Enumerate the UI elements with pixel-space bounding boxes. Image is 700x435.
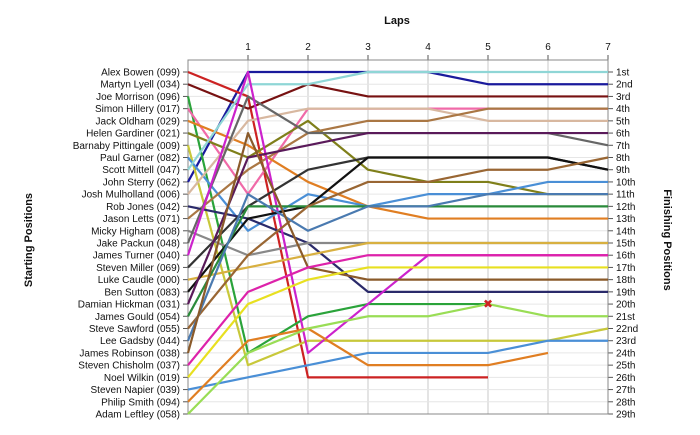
finishing-position-label: 29th xyxy=(616,410,635,421)
finishing-position-label: 12th xyxy=(616,202,635,213)
finishing-position-label: 16th xyxy=(616,251,635,262)
finishing-position-label: 6th xyxy=(616,129,630,140)
driver-label: Micky Higham (008) xyxy=(91,226,180,237)
finishing-position-label: 27th xyxy=(616,385,635,396)
series-line-8 xyxy=(186,144,609,367)
series-line-9 xyxy=(187,156,608,232)
finishing-position-label: 3rd xyxy=(616,92,630,103)
finishing-position-label: 7th xyxy=(616,141,630,152)
lap-tick-label: 4 xyxy=(425,42,431,53)
series-line-21 xyxy=(187,205,608,317)
finishing-positions-labels: 1st2nd3rd4th5th6th7th8th9th10th11th12th1… xyxy=(616,68,638,421)
finishing-position-label: 18th xyxy=(616,275,635,286)
finishing-position-label: 26th xyxy=(616,373,635,384)
lap-tick-label: 3 xyxy=(365,42,371,53)
series-line-28 xyxy=(187,327,549,403)
series-line-29 xyxy=(187,302,608,415)
series-line-22 xyxy=(187,156,609,330)
series-line-23 xyxy=(186,193,608,342)
finishing-position-label: 22nd xyxy=(616,324,638,335)
finishing-position-label: 24th xyxy=(616,348,635,359)
y-right-axis-title: Finishing Positions xyxy=(661,189,673,290)
retirement-x-icon: ✖ xyxy=(483,297,493,311)
finishing-position-label: 5th xyxy=(616,116,630,127)
driver-label: Scott Mittell (047) xyxy=(102,165,180,176)
driver-label: Lee Gadsby (044) xyxy=(100,336,180,347)
series-line-12 xyxy=(187,107,608,220)
driver-label: Martyn Lyell (034) xyxy=(100,80,180,91)
driver-label: Ben Sutton (083) xyxy=(104,287,180,298)
finishing-position-label: 4th xyxy=(616,104,630,115)
series-line-4 xyxy=(186,96,488,355)
series-line-2 xyxy=(187,70,488,379)
finishing-position-label: 13th xyxy=(616,214,635,225)
driver-label: Jason Letts (071) xyxy=(103,214,180,225)
driver-label: Barnaby Pittingale (009) xyxy=(73,141,180,152)
series-line-7 xyxy=(187,119,608,196)
driver-label: Josh Mulholland (006) xyxy=(82,190,180,201)
driver-label: Joe Morrison (096) xyxy=(96,92,180,103)
finishing-position-label: 20th xyxy=(616,300,635,311)
finishing-position-label: 11th xyxy=(616,190,635,201)
finishing-position-label: 9th xyxy=(616,165,630,176)
series-line-18 xyxy=(187,241,608,281)
x-axis-title: Laps xyxy=(384,15,410,27)
lap-tick-label: 2 xyxy=(305,42,311,53)
series-line-10 xyxy=(187,70,608,171)
finishing-position-label: 19th xyxy=(616,287,635,298)
driver-label: Steven Chisholm (037) xyxy=(78,361,180,372)
lap-tick-label: 1 xyxy=(245,42,251,53)
finishing-position-label: 8th xyxy=(616,153,630,164)
finishing-position-label: 28th xyxy=(616,397,635,408)
plot-frame xyxy=(187,59,609,415)
driver-label: Steven Napier (039) xyxy=(91,385,181,396)
y-left-axis-title: Starting Positions xyxy=(23,193,35,287)
finishing-position-label: 1st xyxy=(616,68,630,79)
driver-label: John Sterry (062) xyxy=(103,177,180,188)
series-line-13 xyxy=(187,205,608,293)
lap-tick-label: 5 xyxy=(485,42,491,53)
finishing-position-label: 21st xyxy=(616,312,635,323)
series-line-24 xyxy=(186,131,608,354)
finishing-position-label: 14th xyxy=(616,226,635,237)
starting-positions-labels: Alex Bowen (099)Martyn Lyell (034)Joe Mo… xyxy=(73,68,180,421)
driver-label: James Gould (054) xyxy=(95,312,180,323)
driver-label: Rob Jones (042) xyxy=(106,202,180,213)
driver-label: Paul Garner (082) xyxy=(100,153,180,164)
driver-label: Helen Gardiner (021) xyxy=(86,129,180,140)
series-line-26 xyxy=(187,266,608,379)
driver-label: Simon Hillery (017) xyxy=(95,104,180,115)
driver-label: Philip Smith (094) xyxy=(101,397,180,408)
retirement-marker: ✖ xyxy=(483,297,493,311)
series-line-27 xyxy=(187,339,608,391)
driver-label: Adam Leftley (058) xyxy=(96,410,181,421)
finishing-position-label: 2nd xyxy=(616,80,633,91)
finishing-position-label: 17th xyxy=(616,263,635,274)
finishing-position-label: 10th xyxy=(616,177,635,188)
series-line-19 xyxy=(187,156,609,293)
series-line-3 xyxy=(187,83,608,110)
finishing-position-label: 23rd xyxy=(616,336,636,347)
driver-label: Steven Miller (069) xyxy=(96,263,180,274)
driver-label: James Robinson (038) xyxy=(79,348,180,359)
lap-tick-labels: 1 2 3 4 5 6 7 xyxy=(245,42,611,53)
driver-label: Alex Bowen (099) xyxy=(101,68,180,79)
driver-label: Noel Wilkin (019) xyxy=(104,373,180,384)
lap-tick-label: 6 xyxy=(545,42,551,53)
finishing-position-label: 25th xyxy=(616,361,635,372)
lap-tick-label: 7 xyxy=(605,42,611,53)
series-line-25 xyxy=(187,254,608,366)
driver-label: Damian Hickman (031) xyxy=(78,300,180,311)
driver-label: Jack Oldham (029) xyxy=(96,116,180,127)
driver-label: Jake Packun (048) xyxy=(97,239,180,250)
driver-label: Steve Sawford (055) xyxy=(89,324,180,335)
finishing-position-label: 15th xyxy=(616,239,635,250)
driver-label: Luke Caudle (000) xyxy=(98,275,180,286)
chart-series xyxy=(186,70,609,415)
driver-label: James Turner (040) xyxy=(93,251,180,262)
